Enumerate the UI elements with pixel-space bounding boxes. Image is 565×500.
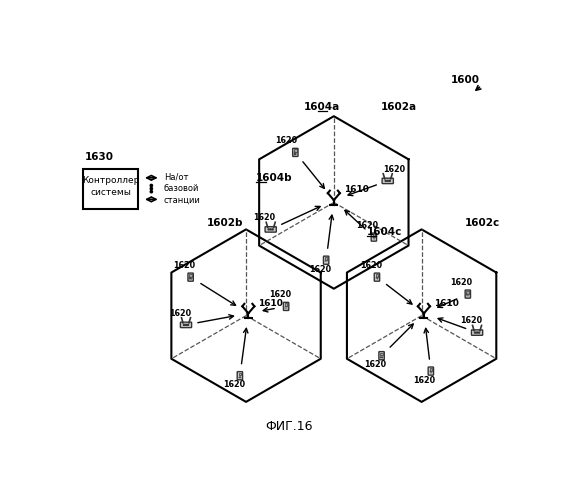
Text: 1602b: 1602b	[207, 218, 244, 228]
Circle shape	[185, 324, 186, 326]
FancyBboxPatch shape	[323, 256, 329, 264]
Circle shape	[476, 332, 477, 333]
Text: 1604c: 1604c	[367, 227, 402, 237]
Text: 1620: 1620	[364, 360, 386, 369]
Bar	[189, 274, 192, 277]
FancyBboxPatch shape	[465, 290, 471, 298]
Circle shape	[385, 180, 386, 182]
Text: 1604b: 1604b	[256, 173, 293, 183]
FancyBboxPatch shape	[428, 367, 433, 375]
FancyBboxPatch shape	[293, 148, 298, 156]
Text: На/от: На/от	[164, 172, 188, 182]
Text: 1604a: 1604a	[304, 102, 340, 112]
Text: Контроллер
системы: Контроллер системы	[82, 176, 139, 198]
Text: 1620: 1620	[383, 164, 405, 173]
Text: 1620: 1620	[223, 380, 245, 389]
Bar	[380, 352, 383, 356]
Bar	[372, 234, 375, 237]
FancyBboxPatch shape	[371, 233, 376, 241]
Text: 1620: 1620	[254, 213, 276, 222]
FancyBboxPatch shape	[180, 322, 192, 328]
Circle shape	[387, 180, 388, 182]
Text: ФИГ.16: ФИГ.16	[266, 420, 313, 432]
Circle shape	[150, 190, 153, 193]
Bar	[294, 150, 297, 152]
Circle shape	[150, 184, 153, 186]
Bar	[238, 372, 241, 376]
FancyBboxPatch shape	[382, 178, 393, 184]
Text: 1620: 1620	[173, 261, 195, 270]
Text: 1620: 1620	[357, 221, 379, 230]
Bar	[467, 291, 469, 294]
Text: 1610: 1610	[258, 298, 283, 308]
FancyBboxPatch shape	[379, 352, 384, 360]
Text: 1630: 1630	[85, 152, 114, 162]
Circle shape	[268, 229, 270, 230]
Text: 1620: 1620	[460, 316, 482, 326]
Circle shape	[188, 324, 189, 326]
Circle shape	[389, 180, 390, 182]
Text: 1602c: 1602c	[465, 218, 500, 228]
FancyBboxPatch shape	[471, 330, 483, 336]
Text: 1620: 1620	[309, 265, 331, 274]
FancyBboxPatch shape	[374, 273, 380, 281]
Bar	[429, 368, 432, 370]
Text: 1620: 1620	[451, 278, 473, 287]
Circle shape	[150, 188, 153, 190]
Circle shape	[270, 229, 271, 230]
Circle shape	[475, 332, 476, 333]
Bar	[285, 304, 288, 306]
Text: 1610: 1610	[344, 186, 369, 194]
Circle shape	[479, 332, 480, 333]
Text: 1600: 1600	[451, 75, 480, 85]
Text: 1610: 1610	[434, 298, 459, 308]
Text: 1620: 1620	[360, 261, 382, 270]
Text: 1620: 1620	[275, 136, 297, 145]
Text: 1602a: 1602a	[381, 102, 418, 112]
Bar	[376, 274, 379, 277]
Circle shape	[184, 324, 185, 326]
Bar	[325, 257, 328, 260]
FancyBboxPatch shape	[237, 372, 242, 380]
Text: станции: станции	[164, 196, 201, 204]
Text: базовой: базовой	[164, 184, 199, 193]
FancyBboxPatch shape	[83, 168, 138, 208]
Text: 1620: 1620	[169, 308, 191, 318]
Text: 1620: 1620	[414, 376, 436, 384]
Text: 1620: 1620	[269, 290, 291, 299]
Circle shape	[272, 229, 273, 230]
FancyBboxPatch shape	[188, 273, 193, 281]
FancyBboxPatch shape	[265, 226, 276, 232]
FancyBboxPatch shape	[284, 302, 289, 310]
